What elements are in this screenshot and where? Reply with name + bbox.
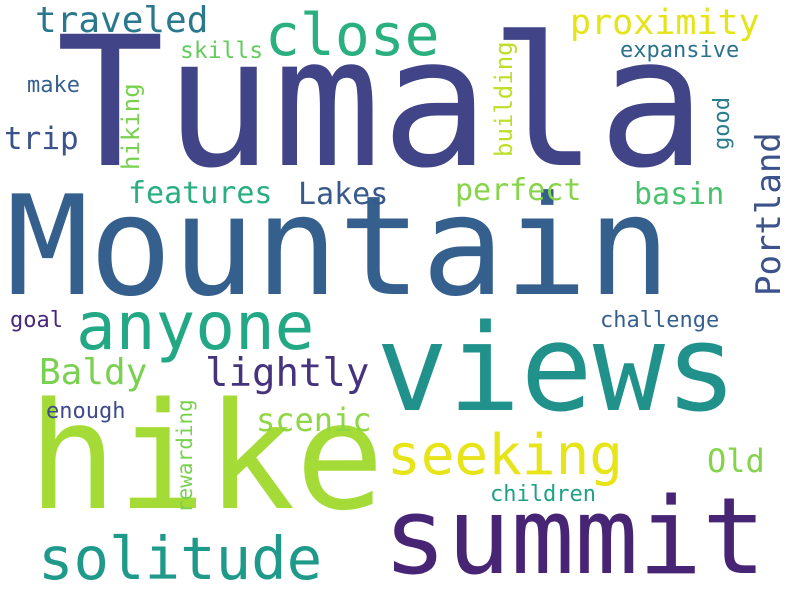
word-basin: basin: [634, 177, 725, 212]
word-building: building: [490, 41, 518, 157]
word-features: features: [128, 176, 273, 211]
word-lightly: lightly: [205, 351, 370, 396]
word-summit: summit: [383, 475, 766, 598]
word-hiking: hiking: [117, 83, 145, 170]
word-expansive: expansive: [620, 38, 740, 63]
word-challenge: challenge: [600, 308, 720, 333]
word-close: close: [265, 1, 440, 69]
word-make: make: [27, 73, 80, 98]
word-perfect: perfect: [455, 173, 582, 208]
word-scenic: scenic: [256, 401, 372, 439]
word-anyone: anyone: [76, 288, 315, 365]
word-views: views: [376, 300, 738, 439]
word-mountain: Mountain: [6, 166, 671, 327]
word-hike: hike: [28, 371, 385, 543]
word-goal: goal: [10, 308, 63, 333]
word-rewarding: rewarding: [173, 399, 197, 513]
word-trip: trip: [4, 121, 79, 157]
word-skills: skills: [180, 38, 264, 64]
word-lakes: Lakes: [298, 177, 389, 212]
word-enough: enough: [46, 399, 126, 424]
word-portland: Portland: [749, 132, 789, 296]
word-tumala: Tumala: [56, 0, 707, 208]
word-solitude: solitude: [38, 524, 323, 593]
word-seeking: seeking: [387, 423, 624, 488]
word-proximity: proximity: [570, 3, 760, 43]
word-traveled: traveled: [35, 0, 209, 41]
word-baldy: Baldy: [39, 352, 148, 393]
word-old: Old: [707, 442, 765, 480]
word-children: children: [490, 482, 596, 507]
word-good: good: [710, 97, 735, 150]
